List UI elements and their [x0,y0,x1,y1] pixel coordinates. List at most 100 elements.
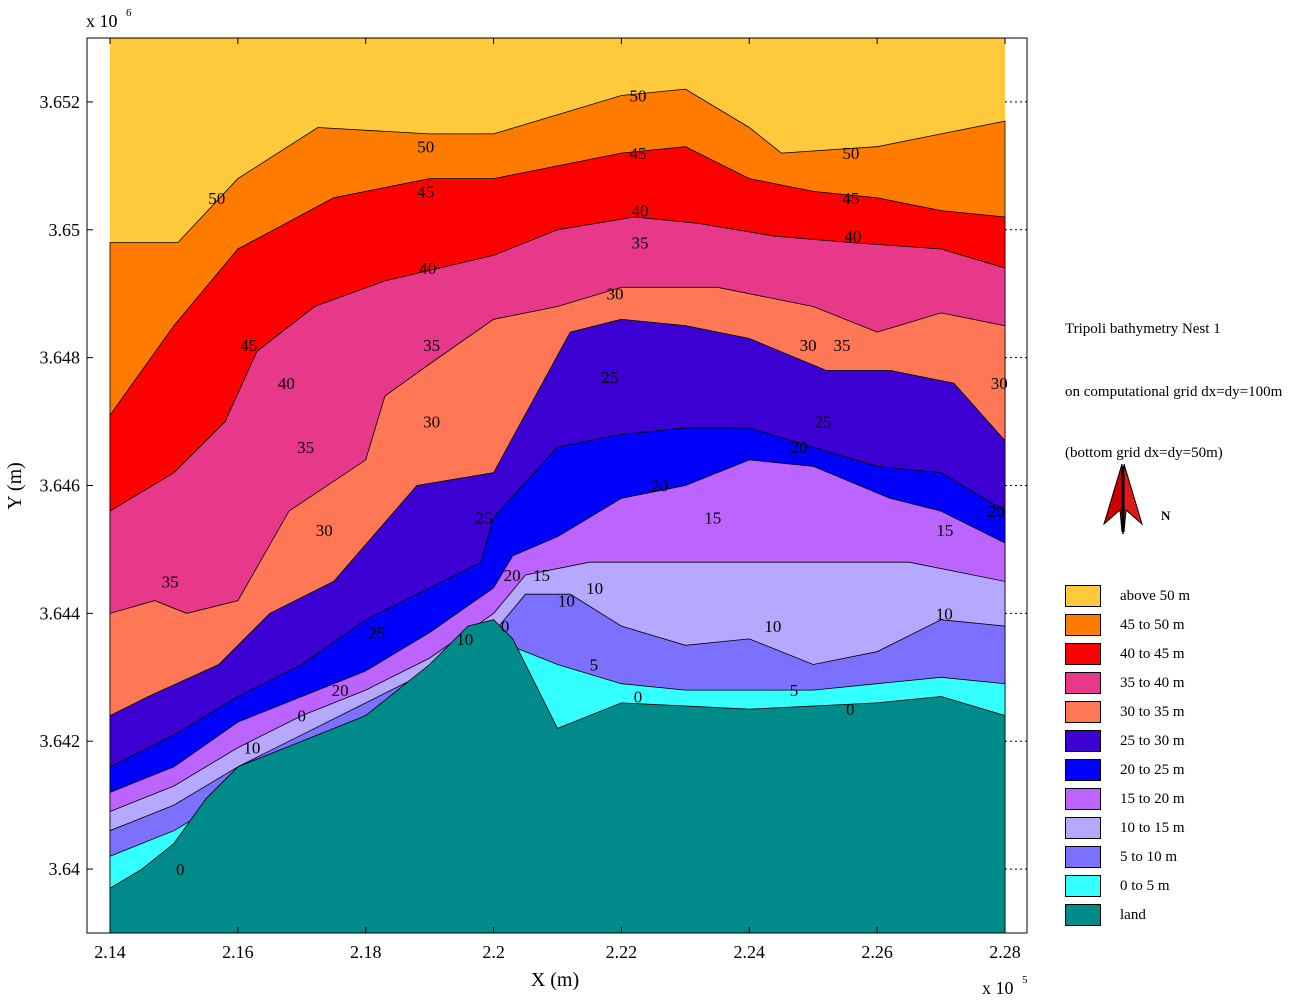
legend-swatch [1065,672,1101,694]
contour-label: 45 [630,144,647,163]
legend-label: 30 to 35 m [1120,704,1185,720]
legend-swatch [1065,817,1101,839]
contour-label: 10 [586,579,603,598]
contour-label: 30 [800,336,817,355]
legend-swatch [1065,643,1101,665]
x-tick-label: 2.26 [861,942,893,962]
legend-label: 20 to 25 m [1120,762,1185,778]
y-tick-label: 3.642 [40,731,81,751]
north-arrow-icon [1103,463,1143,534]
legend-swatch [1065,788,1101,810]
contour-label: 40 [844,227,861,246]
x-tick-label: 2.18 [350,942,382,962]
contour-label: 25 [601,368,618,387]
contour-label: 25 [368,624,385,643]
contour-label: 45 [842,189,859,208]
legend-label: 45 to 50 m [1120,617,1185,633]
legend-label: 5 to 10 m [1120,849,1178,865]
contour-label: 40 [632,202,649,221]
title-line-3: (bottom grid dx=dy=50m) [1065,445,1223,461]
contour-label: 50 [208,189,225,208]
x-tick-label: 2.28 [989,942,1021,962]
x-tick-label: 2.22 [606,942,638,962]
x-multiplier-label: x 10 [982,978,1014,998]
legend-swatch [1065,846,1101,868]
y-axis-label: Y (m) [4,462,26,510]
y-tick-label: 3.652 [40,92,81,112]
y-tick-label: 3.64 [49,859,81,879]
contour-label: 15 [936,521,953,540]
contour-label: 40 [278,374,295,393]
contour-label: 40 [419,259,436,278]
contour-label: 0 [634,688,643,707]
contour-label: 50 [417,138,434,157]
contour-label: 25 [476,509,493,528]
contour-label: 35 [632,234,649,253]
band-land [109,619,1006,934]
x-tick-label: 2.24 [734,942,766,962]
legend-swatch [1065,904,1101,926]
legend-label: 15 to 20 m [1120,791,1185,807]
contour-label: 10 [936,604,953,623]
contour-label: 10 [243,739,260,758]
contour-label: 35 [423,336,440,355]
contour-label: 20 [988,502,1005,521]
contour-label: 30 [316,521,333,540]
legend-swatch [1065,701,1101,723]
contour-label: 15 [533,566,550,585]
y-tick-label: 3.646 [40,476,81,496]
x-tick-label: 2.16 [222,942,254,962]
north-label: N [1161,508,1171,523]
contour-label: 10 [764,617,781,636]
plot-area [87,38,1027,934]
y-tick-label: 3.648 [40,348,81,368]
legend-swatch [1065,875,1101,897]
contour-label: 15 [704,509,721,528]
x-axis-label: X (m) [531,969,579,991]
contour-label: 20 [332,681,349,700]
contour-label: 0 [846,700,855,719]
contour-label: 20 [504,566,521,585]
contour-label: 25 [814,413,831,432]
contour-label: 30 [607,285,624,304]
x-multiplier-exponent: 5 [1022,974,1028,986]
legend-swatch [1065,585,1101,607]
legend-label: 35 to 40 m [1120,675,1185,691]
axes: 2.14 2.16 2.18 2.2 2.22 2.24 2.26 2.28 3.64 3.642… [40,37,1028,962]
contour-label: 20 [651,477,668,496]
legend-label: 25 to 30 m [1120,733,1185,749]
y-tick-label: 3.65 [49,220,81,240]
y-multiplier-exponent: 6 [126,7,132,19]
contour-label: 0 [176,860,185,879]
legend-swatch [1065,730,1101,752]
legend-label: 10 to 15 m [1120,820,1185,836]
contour-label: 0 [298,707,307,726]
contour-label: 35 [297,438,314,457]
legend-label: land [1120,907,1146,923]
legend-swatch [1065,614,1101,636]
contour-label: 10 [558,592,575,611]
contour-label: 35 [834,336,851,355]
legend-label: 40 to 45 m [1120,646,1185,662]
contour-label: 30 [423,413,440,432]
y-tick-label: 3.644 [40,603,81,623]
contour-label: 30 [991,374,1008,393]
contour-label: 50 [630,87,647,106]
x-tick-label: 2.2 [482,942,505,962]
contour-label: 45 [417,182,434,201]
title-line-2: on computational grid dx=dy=100m [1065,384,1283,400]
legend-swatch [1065,759,1101,781]
legend-label: above 50 m [1120,588,1190,604]
contour-label: 5 [790,681,799,700]
contour-label: 20 [791,438,808,457]
contour-label: 35 [162,572,179,591]
x-tick-label: 2.14 [94,942,126,962]
title-line-1: Tripoli bathymetry Nest 1 [1065,321,1221,337]
contour-label: 10 [456,630,473,649]
contour-label: 50 [842,144,859,163]
contour-label: 0 [501,617,510,636]
contour-label: 5 [590,656,599,675]
y-multiplier-label: x 10 [86,11,118,31]
